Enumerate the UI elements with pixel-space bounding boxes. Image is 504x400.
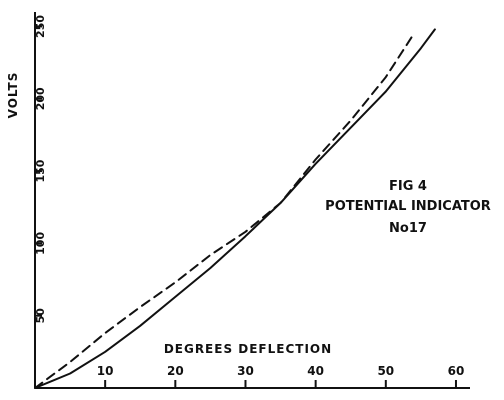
- y-tick-label: 200: [34, 87, 47, 110]
- axes: [34, 12, 470, 389]
- y-axis-label: VOLTS: [6, 72, 20, 119]
- x-tick-label: 20: [167, 364, 184, 378]
- series-line-solid: [34, 28, 436, 389]
- y-tick-label: 50: [34, 308, 47, 324]
- x-axis-label: DEGREES DEFLECTION: [164, 342, 332, 356]
- y-tick-label: 100: [34, 232, 47, 255]
- chart-subtitle: POTENTIAL INDICATOR: [325, 199, 491, 214]
- chart-annotation: No17: [389, 221, 427, 236]
- x-tick-label: 40: [307, 364, 324, 378]
- x-tick-label: 10: [97, 364, 114, 378]
- y-tick-label: 150: [34, 159, 47, 182]
- x-tick-label: 50: [377, 364, 394, 378]
- y-tick-label: 250: [34, 15, 47, 38]
- series-layer: [34, 28, 436, 389]
- x-tick-label: 60: [448, 364, 465, 378]
- y-ticks: 50 100 150 200 250: [34, 15, 47, 324]
- x-tick-label: 30: [237, 364, 254, 378]
- chart-title: FIG 4: [389, 179, 427, 194]
- x-ticks: 10 20 30 40 50 60: [97, 364, 465, 388]
- series-line-dashed: [34, 32, 415, 389]
